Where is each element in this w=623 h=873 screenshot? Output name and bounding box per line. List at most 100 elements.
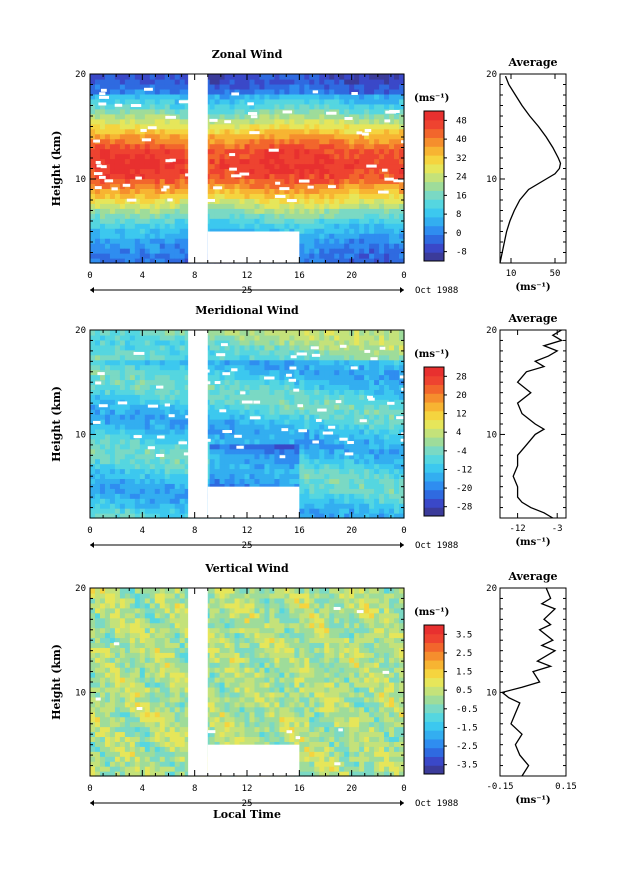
- heatmap-cell: [229, 93, 236, 100]
- heatmap-cell: [134, 118, 141, 125]
- heatmap-cell: [274, 183, 280, 189]
- heatmap-cell: [309, 78, 315, 85]
- heatmap-cell: [214, 178, 221, 185]
- heatmap-cell: [369, 493, 375, 499]
- heatmap-cell: [309, 399, 315, 405]
- heatmap-cell: [244, 98, 251, 105]
- heatmap-cell: [264, 433, 271, 440]
- heatmap-cell: [339, 394, 345, 400]
- heatmap-cell: [259, 478, 266, 484]
- heatmap-cell: [90, 223, 96, 229]
- heatmap-cell: [154, 414, 161, 420]
- heatmap-cell: [284, 463, 290, 470]
- heatmap-cell: [149, 414, 156, 420]
- heatmap-cell: [184, 153, 191, 160]
- heatmap-cell: [264, 394, 271, 400]
- heatmap-cell: [304, 330, 310, 336]
- heatmap-cell: [219, 148, 226, 155]
- heatmap-cell: [304, 74, 310, 80]
- heatmap-cell: [334, 78, 340, 85]
- heatmap-cell: [354, 123, 360, 130]
- heatmap-cell: [229, 409, 236, 415]
- heatmap-cell: [124, 359, 131, 366]
- heatmap-cell: [134, 359, 141, 366]
- heatmap-cell: [109, 228, 116, 234]
- heatmap-cell: [329, 233, 335, 239]
- heatmap-cell: [399, 88, 405, 95]
- heatmap-cell: [154, 173, 161, 180]
- heatmap-cell: [379, 493, 385, 499]
- heatmap-cell: [394, 228, 400, 234]
- heatmap-cell: [349, 443, 355, 450]
- missing-data-speck: [248, 112, 258, 116]
- heatmap-cell: [384, 493, 390, 499]
- heatmap-cell: [279, 108, 285, 115]
- heatmap-cell: [164, 414, 171, 420]
- heatmap-cell: [324, 374, 330, 381]
- heatmap-cell: [124, 74, 131, 80]
- heatmap-cell: [259, 438, 266, 445]
- heatmap-cell: [144, 213, 151, 219]
- heatmap-cell: [94, 404, 101, 410]
- heatmap-cell: [224, 148, 231, 155]
- heatmap-cell: [109, 118, 116, 125]
- heatmap-cell: [119, 453, 126, 460]
- heatmap-cell: [209, 173, 216, 180]
- heatmap-cell: [354, 379, 360, 386]
- heatmap-cell: [169, 394, 176, 400]
- heatmap-cell: [134, 384, 141, 390]
- heatmap-cell: [384, 404, 390, 410]
- heatmap-cell: [94, 178, 101, 185]
- heatmap-cell: [334, 238, 340, 244]
- heatmap-cell: [384, 218, 390, 224]
- heatmap-cell: [374, 438, 380, 445]
- heatmap-cell: [339, 453, 345, 460]
- heatmap-cell: [309, 238, 315, 244]
- heatmap-cell: [224, 379, 231, 386]
- heatmap-cell: [119, 228, 126, 234]
- heatmap-cell: [344, 458, 350, 465]
- heatmap-cell: [379, 248, 385, 254]
- heatmap-cell: [249, 163, 256, 170]
- heatmap-cell: [269, 428, 276, 435]
- heatmap-cell: [284, 93, 290, 100]
- heatmap-cell: [184, 503, 191, 509]
- heatmap-cell: [389, 374, 395, 381]
- heatmap-cell: [244, 433, 251, 440]
- heatmap-cell: [319, 113, 325, 120]
- missing-data-speck: [209, 118, 218, 122]
- heatmap-cell: [374, 473, 380, 480]
- heatmap-cell: [384, 138, 390, 145]
- heatmap-cell: [324, 448, 330, 455]
- heatmap-cell: [294, 384, 300, 390]
- missing-data-speck: [275, 194, 286, 198]
- heatmap-cell: [184, 198, 191, 204]
- heatmap-cell: [259, 173, 266, 180]
- heatmap-cell: [129, 213, 136, 219]
- heatmap-cell: [269, 173, 276, 180]
- heatmap-cell: [319, 118, 325, 125]
- heatmap-cell: [139, 188, 146, 194]
- heatmap-cell: [94, 473, 101, 480]
- heatmap-cell: [384, 228, 390, 234]
- heatmap-cell: [319, 414, 325, 420]
- heatmap-cell: [209, 448, 216, 455]
- heatmap-cell: [244, 228, 251, 234]
- heatmap-cell: [354, 78, 360, 85]
- heatmap-cell: [339, 203, 345, 209]
- heatmap-cell: [334, 203, 340, 209]
- heatmap-cell: [154, 419, 161, 425]
- heatmap-cell: [244, 113, 251, 120]
- heatmap-cell: [389, 173, 395, 180]
- heatmap-cell: [289, 103, 295, 110]
- heatmap-cell: [349, 453, 355, 460]
- heatmap-cell: [184, 364, 191, 371]
- heatmap-cell: [399, 173, 405, 180]
- heatmap-cell: [139, 483, 146, 489]
- heatmap-cell: [104, 233, 111, 239]
- heatmap-cell: [124, 158, 131, 165]
- heatmap-cell: [109, 93, 116, 100]
- heatmap-cell: [309, 354, 315, 361]
- heatmap-cell: [249, 424, 256, 430]
- heatmap-cell: [314, 168, 320, 175]
